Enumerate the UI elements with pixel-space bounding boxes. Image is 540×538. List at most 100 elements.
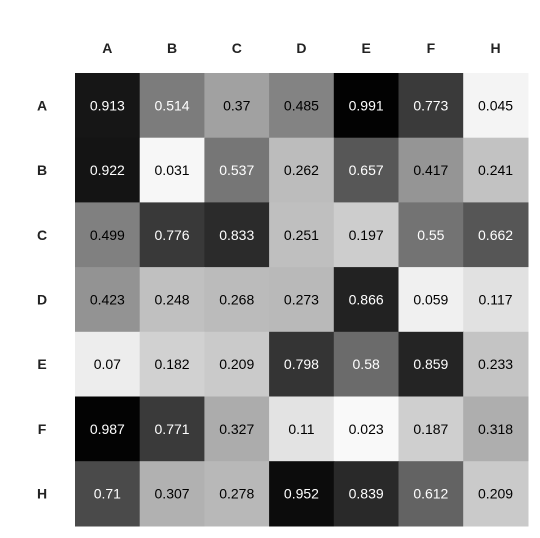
heatmap-cell-value-E-D: 0.798	[284, 356, 319, 372]
heatmap-cell-value-E-F: 0.859	[413, 356, 448, 372]
heatmap-cell-value-C-E: 0.197	[349, 227, 384, 243]
heatmap-cell-value-A-F: 0.773	[413, 97, 448, 113]
heatmap-cell-value-E-B: 0.182	[155, 356, 190, 372]
x-tick-label-C: C	[232, 40, 242, 56]
heatmap-cell-C-C	[204, 202, 270, 268]
heatmap-cell-H-E	[333, 461, 400, 527]
heatmap-cell-E-A	[75, 331, 141, 398]
heatmap-cell-D-C	[204, 267, 270, 333]
heatmap-cell-value-H-B: 0.307	[155, 486, 190, 502]
y-tick-label-H: H	[37, 486, 47, 502]
x-tick-label-D: D	[296, 40, 306, 56]
heatmap-cell-D-A	[75, 267, 141, 333]
heatmap-cell-value-D-E: 0.866	[349, 291, 384, 307]
x-tick-label-B: B	[167, 40, 177, 56]
heatmap-cell-H-C	[204, 461, 270, 527]
heatmap-cell-A-E	[333, 73, 400, 139]
heatmap-cell-value-D-H: 0.117	[479, 291, 513, 307]
heatmap-cell-D-H	[463, 267, 529, 333]
heatmap-cell-E-C	[204, 331, 270, 398]
heatmap-cell-H-A	[75, 461, 141, 527]
heatmap-cell-value-B-C: 0.537	[219, 162, 254, 178]
x-tick-label-A: A	[102, 40, 112, 56]
heatmap-cell-value-H-C: 0.278	[219, 486, 254, 502]
heatmap-cell-D-F	[398, 267, 464, 333]
heatmap-cell-C-A	[75, 202, 141, 268]
heatmap-cell-D-D	[269, 267, 335, 333]
heatmap-cell-value-B-A: 0.922	[90, 162, 125, 178]
heatmap-cell-value-B-B: 0.031	[155, 162, 190, 178]
y-axis-tick-labels: A B C D E F H	[37, 97, 47, 501]
y-tick-label-D: D	[37, 291, 47, 307]
heatmap-cell-B-C	[204, 137, 270, 203]
heatmap-cell-value-D-F: 0.059	[413, 291, 448, 307]
heatmap-cell-A-B	[139, 73, 205, 139]
heatmap-cell-value-F-F: 0.187	[413, 421, 448, 437]
heatmap-cell-A-F	[398, 73, 464, 139]
heatmap-cell-value-H-D: 0.952	[284, 486, 319, 502]
heatmap-cell-C-E	[333, 202, 400, 268]
heatmap-cell-value-D-A: 0.423	[90, 291, 125, 307]
heatmap-cell-E-F	[398, 331, 464, 398]
heatmap-cell-B-B	[139, 137, 205, 203]
heatmap-cell-value-H-E: 0.839	[349, 486, 384, 502]
heatmap-cell-value-F-D: 0.11	[288, 421, 314, 437]
heatmap-cell-value-C-C: 0.833	[219, 227, 254, 243]
y-tick-label-F: F	[38, 421, 47, 437]
heatmap-cell-F-B	[139, 396, 205, 462]
heatmap-cell-value-D-C: 0.268	[219, 291, 254, 307]
heatmap-cell-value-A-D: 0.485	[284, 97, 319, 113]
x-tick-label-E: E	[361, 40, 370, 56]
heatmap-cell-value-D-B: 0.248	[155, 291, 190, 307]
heatmap-cell-H-F	[398, 461, 464, 527]
heatmap-cell-value-A-E: 0.991	[349, 97, 384, 113]
heatmap-cell-value-F-B: 0.771	[155, 421, 190, 437]
heatmap-cell-value-B-D: 0.262	[284, 162, 319, 178]
heatmap-cell-F-F	[398, 396, 464, 462]
heatmap-cell-value-A-A: 0.913	[90, 97, 125, 113]
heatmap-cell-value-E-H: 0.233	[478, 356, 513, 372]
heatmap-cell-value-D-D: 0.273	[284, 291, 319, 307]
heatmap-cell-value-C-F: 0.55	[417, 227, 444, 243]
heatmap-cell-value-B-H: 0.241	[478, 162, 513, 178]
heatmap-cell-H-B	[139, 461, 205, 527]
heatmap-cell-value-H-H: 0.209	[478, 486, 513, 502]
heatmap-cell-A-D	[269, 73, 335, 139]
heatmap-cell-value-H-A: 0.71	[94, 486, 121, 502]
heatmap-cell-B-F	[398, 137, 464, 203]
heatmap-cell-B-A	[75, 137, 141, 203]
y-tick-label-C: C	[37, 227, 47, 243]
heatmap-cell-value-A-C: 0.37	[223, 97, 250, 113]
heatmap-cell-H-H	[463, 461, 529, 527]
heatmap-cell-value-E-C: 0.209	[219, 356, 254, 372]
heatmap-cell-F-H	[463, 396, 529, 462]
heatmap-cell-value-F-A: 0.987	[90, 421, 125, 437]
y-tick-label-B: B	[37, 162, 47, 178]
heatmap-cell-H-D	[269, 461, 335, 527]
heatmap-cell-value-B-E: 0.657	[349, 162, 384, 178]
heatmap-cell-F-A	[75, 396, 141, 462]
heatmap-cell-C-F	[398, 202, 464, 268]
heatmap-cell-F-C	[204, 396, 270, 462]
heatmap-cell-value-H-F: 0.612	[413, 486, 448, 502]
y-tick-label-E: E	[37, 356, 46, 372]
heatmap-cell-C-H	[463, 202, 529, 268]
heatmap-cell-D-E	[333, 267, 400, 333]
heatmap-cell-value-F-E: 0.023	[349, 421, 384, 437]
heatmap-cell-D-B	[139, 267, 205, 333]
heatmap-cell-F-E	[333, 396, 400, 462]
heatmap-cell-value-A-H: 0.045	[478, 97, 513, 113]
heatmap-cells: 0.913 0.514 0.37 0.485 0.991 0.773 0.045 0.922 0…	[75, 73, 529, 527]
heatmap-cell-value-F-H: 0.318	[478, 421, 513, 437]
heatmap-cell-E-D	[269, 331, 335, 398]
heatmap-cell-B-E	[333, 137, 400, 203]
x-tick-label-H: H	[490, 40, 500, 56]
heatmap-cell-A-H	[463, 73, 529, 139]
heatmap-cell-value-C-A: 0.499	[90, 227, 125, 243]
heatmap-cell-E-H	[463, 331, 529, 398]
heatmap-cell-C-B	[139, 202, 205, 268]
heatmap-cell-value-C-H: 0.662	[478, 227, 513, 243]
heatmap-cell-B-H	[463, 137, 529, 203]
